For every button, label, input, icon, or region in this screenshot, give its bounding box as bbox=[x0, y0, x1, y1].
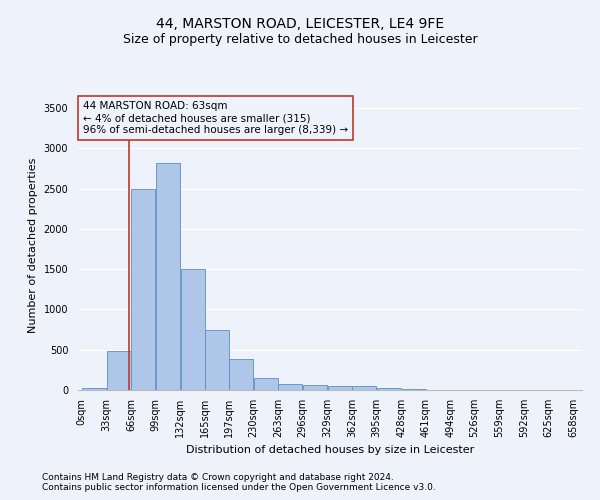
Bar bbox=[205, 330, 229, 390]
Y-axis label: Number of detached properties: Number of detached properties bbox=[28, 158, 38, 332]
Text: 44, MARSTON ROAD, LEICESTER, LE4 9FE: 44, MARSTON ROAD, LEICESTER, LE4 9FE bbox=[156, 18, 444, 32]
Text: Contains HM Land Registry data © Crown copyright and database right 2024.: Contains HM Land Registry data © Crown c… bbox=[42, 472, 394, 482]
Bar bbox=[377, 388, 401, 390]
Bar bbox=[82, 388, 106, 390]
Bar bbox=[156, 163, 180, 390]
Bar bbox=[254, 378, 278, 390]
Bar bbox=[107, 352, 131, 390]
Bar bbox=[352, 386, 376, 390]
Bar bbox=[278, 384, 302, 390]
Bar bbox=[229, 358, 253, 390]
Text: 44 MARSTON ROAD: 63sqm
← 4% of detached houses are smaller (315)
96% of semi-det: 44 MARSTON ROAD: 63sqm ← 4% of detached … bbox=[83, 102, 348, 134]
Bar bbox=[328, 386, 352, 390]
Bar bbox=[303, 385, 327, 390]
Bar bbox=[181, 269, 205, 390]
Text: Size of property relative to detached houses in Leicester: Size of property relative to detached ho… bbox=[122, 32, 478, 46]
Bar bbox=[131, 188, 155, 390]
X-axis label: Distribution of detached houses by size in Leicester: Distribution of detached houses by size … bbox=[186, 446, 474, 456]
Text: Contains public sector information licensed under the Open Government Licence v3: Contains public sector information licen… bbox=[42, 482, 436, 492]
Bar bbox=[401, 389, 425, 390]
